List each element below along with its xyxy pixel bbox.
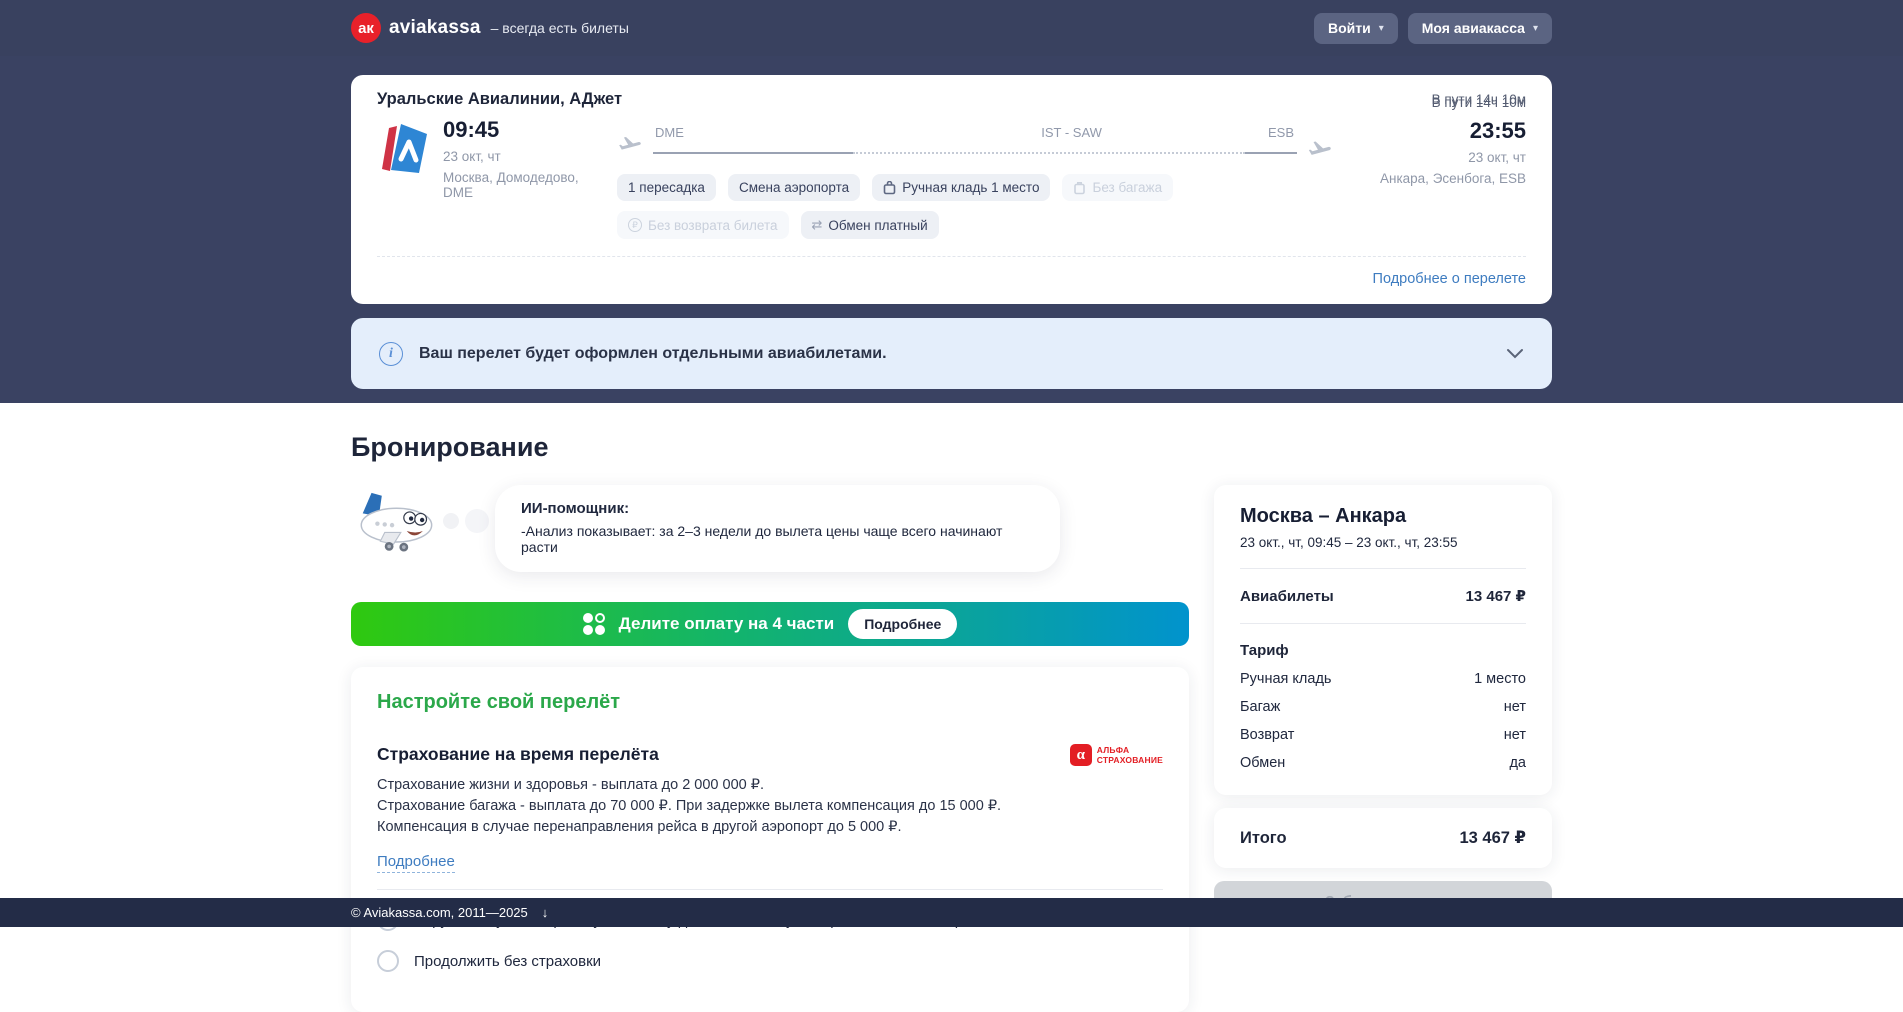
insurance-line: Страхование жизни и здоровья - выплата д…	[377, 777, 764, 793]
assistant-name: ИИ-помощник:	[521, 500, 630, 517]
fare-tags: 1 пересадка Смена аэропорта Ручная кладь…	[617, 174, 1257, 239]
separate-tickets-notice[interactable]: i Ваш перелет будет оформлен отдельными …	[351, 318, 1552, 389]
hand-luggage-icon	[883, 180, 896, 194]
ai-assistant: ИИ-помощник: -Анализ показывает: за 2–3 …	[351, 485, 1189, 572]
plane-mascot-icon	[360, 492, 433, 552]
split-payment-icon	[582, 613, 605, 635]
alfa-insurance-logo: α АЛЬФА СТРАХОВАНИЕ	[1069, 744, 1163, 766]
arrival-date: 23 окт, чт	[1468, 150, 1526, 165]
dashed-divider	[377, 256, 1526, 257]
arrival-time: 23:55	[1469, 118, 1526, 143]
alfa-logo-icon: α	[1069, 744, 1092, 766]
top-navbar: ак aviakassa – всегда есть билеты Войти …	[0, 0, 1903, 56]
flight-duration: В пути 14ч 10м	[1431, 92, 1526, 107]
airline-logo	[377, 117, 429, 239]
radio-button[interactable]	[377, 950, 399, 972]
total-price: 13 467 ₽	[1459, 829, 1526, 847]
tariff-row: Ручная кладь 1 место	[1240, 671, 1526, 687]
chevron-down-icon: ▾	[1378, 22, 1384, 34]
exchange-icon: ⇄	[811, 217, 823, 232]
logo-text: aviakassa	[389, 17, 481, 38]
summary-route-dates: 23 окт., чт, 09:45 – 23 окт., чт, 23:55	[1240, 535, 1458, 550]
plane-takeoff-icon	[619, 137, 641, 150]
login-button[interactable]: Войти ▾	[1314, 12, 1398, 44]
assistant-message: -Анализ показывает: за 2–3 недели до выл…	[521, 523, 1003, 555]
arrival-block: В пути 14ч 10м 23:55 23 окт, чт Анкара, …	[1341, 95, 1526, 239]
route-segment-dotted	[852, 152, 1246, 154]
aviakassa-logo[interactable]: ак aviakassa – всегда есть билеты	[351, 13, 629, 43]
hero-section: Уральские Авиалинии, АДжет В пути 14ч 10…	[0, 56, 1903, 403]
tariff-row: Багаж нет	[1240, 699, 1526, 715]
copyright-text: © Aviakassa.com, 2011—2025	[351, 905, 528, 920]
split-banner-text: Делите оплату на 4 части	[618, 614, 835, 633]
divider	[1240, 623, 1526, 624]
departure-place: Москва, Домодедово, DME	[443, 170, 579, 200]
total-card: Итого 13 467 ₽	[1214, 808, 1552, 868]
route-mid-code: IST - SAW	[1041, 125, 1102, 140]
route-segment-solid	[653, 152, 853, 154]
tickets-price: 13 467 ₽	[1465, 588, 1526, 605]
total-label: Итого	[1240, 829, 1287, 847]
departure-block: 09:45 23 окт, чт Москва, Домодедово, DME	[443, 117, 603, 239]
notice-text: Ваш перелет будет оформлен отдельными ав…	[419, 344, 887, 362]
departure-time: 09:45	[443, 117, 500, 142]
speech-dots	[443, 509, 489, 533]
chevron-down-icon: ▾	[1532, 22, 1538, 34]
insurance-description: Страхование жизни и здоровья - выплата д…	[377, 775, 1163, 838]
divider	[1240, 568, 1526, 569]
tag-airport-change: Смена аэропорта	[727, 174, 861, 201]
divider	[377, 889, 1163, 890]
tag-transfer: 1 пересадка	[617, 174, 716, 201]
order-summary-sidebar: Москва – Анкара 23 окт., чт, 09:45 – 23 …	[1214, 485, 1552, 921]
tariff-row: Обмен да	[1240, 755, 1526, 771]
arrival-place: Анкара, Эсенбога, ESB	[1380, 171, 1526, 186]
tag-hand-luggage: Ручная кладь 1 место	[872, 174, 1051, 201]
my-account-button[interactable]: Моя авиакасса ▾	[1407, 12, 1552, 44]
insurance-more-link[interactable]: Подробнее	[377, 853, 455, 873]
chevron-down-icon[interactable]	[1506, 348, 1524, 360]
info-icon: i	[379, 341, 403, 366]
route-column: DME IST - SAW ESB 1 пересадка	[603, 117, 1341, 239]
customize-title: Настройте свой перелёт	[377, 691, 621, 713]
plane-landing-icon	[1308, 141, 1331, 155]
insurance-option-skip[interactable]: Продолжить без страховки	[377, 950, 1163, 972]
ruble-circle-icon: ₽	[628, 218, 642, 232]
insurance-line: Страхование багажа - выплата до 70 000 ₽…	[377, 798, 1002, 814]
tag-paid-exchange: ⇄ Обмен платный	[800, 211, 939, 239]
summary-route-title: Москва – Анкара	[1240, 505, 1407, 527]
flight-duration: В пути 14ч 10м	[1431, 95, 1526, 110]
route-from-code: DME	[655, 125, 684, 140]
insurance-title: Страхование на время перелёта	[377, 744, 659, 764]
assistant-bubble: ИИ-помощник: -Анализ показывает: за 2–3 …	[495, 485, 1060, 572]
summary-card: Москва – Анкара 23 окт., чт, 09:45 – 23 …	[1214, 485, 1552, 795]
baggage-icon	[1074, 181, 1086, 194]
route-line: DME IST - SAW ESB	[653, 117, 1297, 161]
page-title: Бронирование	[351, 432, 549, 462]
tag-no-refund: ₽ Без возврата билета	[617, 211, 789, 239]
footer: © Aviakassa.com, 2011—2025 ↓	[0, 898, 1903, 927]
insurance-line: Компенсация в случае перенаправления рей…	[377, 819, 902, 835]
departure-date: 23 окт, чт	[443, 149, 501, 164]
airlines-title: Уральские Авиалинии, АДжет	[377, 90, 623, 108]
route-segment-solid	[1245, 152, 1297, 154]
customize-flight-card: Настройте свой перелёт Страхование на вр…	[351, 667, 1189, 1012]
arrow-down-icon[interactable]: ↓	[541, 905, 549, 920]
flight-card: Уральские Авиалинии, АДжет В пути 14ч 10…	[351, 75, 1552, 304]
tariff-title: Тариф	[1240, 642, 1289, 659]
tag-no-baggage: Без багажа	[1062, 174, 1174, 201]
split-details-button[interactable]: Подробнее	[848, 609, 958, 639]
logo-tagline: – всегда есть билеты	[490, 20, 629, 36]
route-to-code: ESB	[1267, 125, 1294, 140]
booking-left-column: ИИ-помощник: -Анализ показывает: за 2–3 …	[351, 485, 1189, 1012]
logo-mark-icon: ак	[351, 13, 381, 43]
tariff-row: Возврат нет	[1240, 727, 1526, 743]
flight-details-link[interactable]: Подробнее о перелете	[1372, 271, 1526, 287]
split-payment-banner[interactable]: Делите оплату на 4 части Подробнее	[351, 602, 1189, 646]
tickets-label: Авиабилеты	[1240, 588, 1334, 605]
